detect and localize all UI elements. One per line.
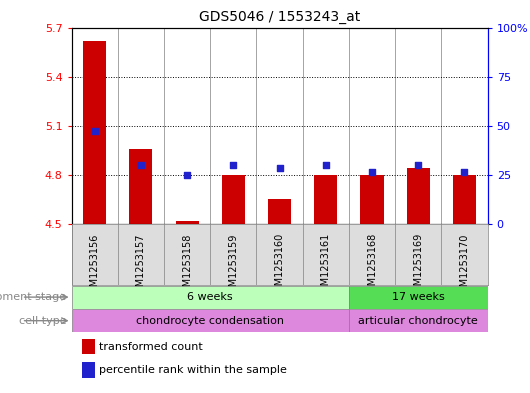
Text: GSM1253161: GSM1253161 — [321, 233, 331, 298]
Text: GSM1253170: GSM1253170 — [460, 233, 470, 299]
Text: articular chondrocyte: articular chondrocyte — [358, 316, 478, 326]
Point — [368, 169, 376, 175]
Bar — [407, 168, 430, 224]
Bar — [268, 199, 291, 224]
Text: GSM1253156: GSM1253156 — [90, 233, 100, 299]
Point — [460, 169, 469, 175]
Text: percentile rank within the sample: percentile rank within the sample — [99, 365, 287, 375]
Bar — [349, 309, 488, 332]
Bar — [360, 175, 384, 224]
Point — [91, 127, 99, 134]
Bar — [72, 286, 349, 309]
Bar — [175, 221, 199, 224]
Bar — [83, 40, 106, 224]
Point — [276, 165, 284, 171]
Bar — [349, 286, 488, 309]
Point — [322, 162, 330, 168]
Point — [229, 162, 237, 168]
Text: 6 weeks: 6 weeks — [188, 292, 233, 302]
Point — [183, 172, 191, 178]
Point — [414, 162, 422, 168]
Text: GSM1253168: GSM1253168 — [367, 233, 377, 298]
Text: GSM1253158: GSM1253158 — [182, 233, 192, 299]
Text: cell type: cell type — [19, 316, 66, 326]
Bar — [222, 175, 245, 224]
Text: GSM1253157: GSM1253157 — [136, 233, 146, 299]
Text: GSM1253160: GSM1253160 — [275, 233, 285, 298]
Text: chondrocyte condensation: chondrocyte condensation — [136, 316, 284, 326]
Bar — [72, 309, 349, 332]
Bar — [314, 175, 338, 224]
Bar — [129, 149, 153, 224]
Text: GSM1253159: GSM1253159 — [228, 233, 239, 299]
Text: 17 weeks: 17 weeks — [392, 292, 445, 302]
Text: transformed count: transformed count — [99, 342, 203, 352]
Text: GSM1253169: GSM1253169 — [413, 233, 423, 298]
Bar — [453, 175, 476, 224]
Text: development stage: development stage — [0, 292, 66, 302]
Point — [137, 162, 145, 168]
Title: GDS5046 / 1553243_at: GDS5046 / 1553243_at — [199, 10, 360, 24]
